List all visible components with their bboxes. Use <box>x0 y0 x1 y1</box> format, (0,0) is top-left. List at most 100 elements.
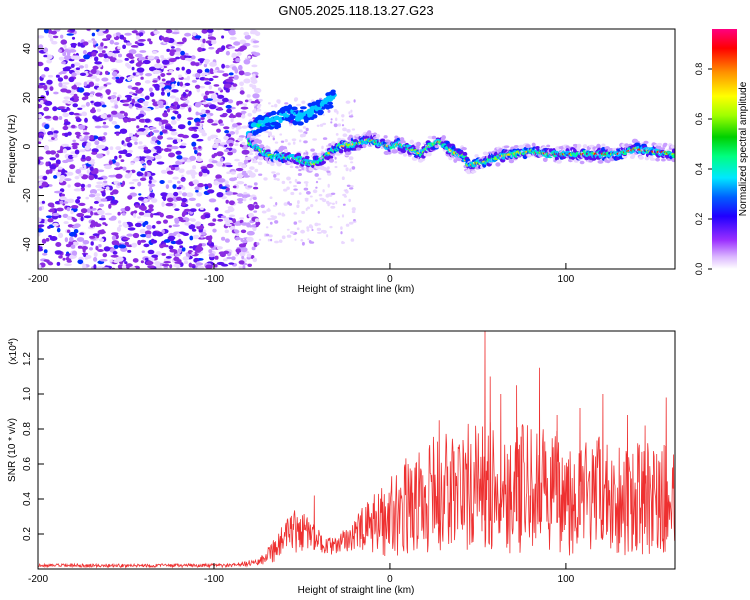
heatmap-cell <box>109 57 117 63</box>
heatmap-cell <box>38 228 44 233</box>
heatmap-cell <box>49 37 54 42</box>
heatmap-cell <box>209 61 217 67</box>
heatmap-cell <box>196 112 203 116</box>
heatmap-cell <box>111 71 118 77</box>
heatmap-cell <box>140 76 144 80</box>
heatmap-cell <box>172 184 177 189</box>
heatmap-cell <box>47 225 51 229</box>
heatmap-cell <box>115 146 122 151</box>
heatmap-cell <box>86 84 91 89</box>
heatmap-cell <box>126 53 134 58</box>
heatmap-cell <box>73 62 81 67</box>
heatmap-cell <box>89 224 94 228</box>
heatmap-cell <box>200 109 206 115</box>
heatmap-cell <box>59 200 64 205</box>
heatmap-cell <box>174 110 179 115</box>
heatmap-cell <box>154 154 162 160</box>
heatmap-cell <box>148 186 153 192</box>
heatmap-cell <box>188 224 196 230</box>
heatmap-cell <box>47 218 54 223</box>
heatmap-cell <box>201 73 206 77</box>
heatmap-cell <box>104 212 113 216</box>
heatmap-cell <box>90 68 97 74</box>
heatmap-cell <box>73 55 81 60</box>
heatmap-cell <box>95 77 100 82</box>
heatmap-cell <box>349 187 354 190</box>
heatmap-cell <box>232 185 237 189</box>
heatmap-cell <box>173 166 180 171</box>
heatmap-cell <box>61 82 70 85</box>
heatmap-cell <box>122 99 130 103</box>
heatmap-cell <box>254 204 260 209</box>
heatmap-cell <box>96 188 104 192</box>
heatmap-cell <box>134 53 143 58</box>
heatmap-cell <box>350 185 354 188</box>
heatmap-cell <box>219 123 225 126</box>
heatmap-cell <box>168 165 173 168</box>
heatmap-cell <box>225 187 230 192</box>
heatmap-cell <box>239 90 245 95</box>
heatmap-cell <box>223 217 230 222</box>
heatmap-cell <box>322 122 327 126</box>
heatmap-cell <box>462 151 468 157</box>
heatmap-cell <box>240 247 248 253</box>
heatmap-cell <box>671 148 675 154</box>
heatmap-cell <box>78 58 86 63</box>
heatmap-cell <box>227 206 234 209</box>
heatmap-cell <box>87 40 93 43</box>
heatmap-cell <box>177 180 181 184</box>
heatmap-cell <box>68 49 77 53</box>
heatmap-cell <box>134 93 138 96</box>
heatmap-cell <box>200 43 205 49</box>
heatmap-cell <box>204 109 211 114</box>
heatmap-cell <box>170 119 177 125</box>
heatmap-cell <box>38 224 45 228</box>
heatmap-cell <box>131 242 137 248</box>
heatmap-cell <box>230 256 236 260</box>
heatmap-cell <box>261 210 267 214</box>
heatmap-cell <box>139 50 147 53</box>
heatmap-cell <box>145 260 154 266</box>
heatmap-cell <box>200 117 205 120</box>
heatmap-cell <box>317 231 322 234</box>
heatmap-cell <box>75 198 81 204</box>
heatmap-cell <box>116 96 120 102</box>
heatmap-cell <box>287 104 293 110</box>
heatmap-cell <box>426 152 432 157</box>
heatmap-cell <box>152 50 158 55</box>
heatmap-cell <box>80 216 84 222</box>
heatmap-cell <box>266 131 270 134</box>
heatmap-cell <box>211 160 218 164</box>
heatmap-cell <box>115 32 121 37</box>
heatmap-cell <box>110 199 119 204</box>
figure-title: GN05.2025.118.13.27.G23 <box>278 3 433 18</box>
heatmap-cell <box>235 167 244 172</box>
heatmap-cell <box>174 97 180 103</box>
heatmap-cell <box>100 42 104 47</box>
heatmap-cell <box>171 83 175 89</box>
heatmap-cell <box>251 84 257 90</box>
heatmap-cell <box>90 220 96 225</box>
heatmap-cell <box>69 165 74 169</box>
heatmap-cell <box>40 185 46 188</box>
heatmap-cell <box>43 106 50 112</box>
heatmap-cell <box>156 161 165 165</box>
heatmap-cell <box>276 122 281 128</box>
heatmap-cell <box>58 56 65 61</box>
heatmap-cell <box>43 249 48 254</box>
heatmap-cell <box>253 108 257 112</box>
heatmap-cell <box>45 169 51 175</box>
heatmap-cell <box>43 67 50 72</box>
heatmap-cell <box>93 257 98 262</box>
heatmap-cell <box>293 98 298 102</box>
heatmap-cell <box>55 74 60 78</box>
heatmap-cell <box>82 41 89 46</box>
heatmap-cell <box>38 247 44 252</box>
heatmap-cell <box>246 230 255 236</box>
heatmap-cell <box>253 87 262 94</box>
heatmap-cell <box>174 253 181 257</box>
spectrogram-cells <box>38 29 675 269</box>
heatmap-cell <box>184 57 190 61</box>
heatmap-cell <box>248 172 253 177</box>
heatmap-cell <box>200 207 204 210</box>
